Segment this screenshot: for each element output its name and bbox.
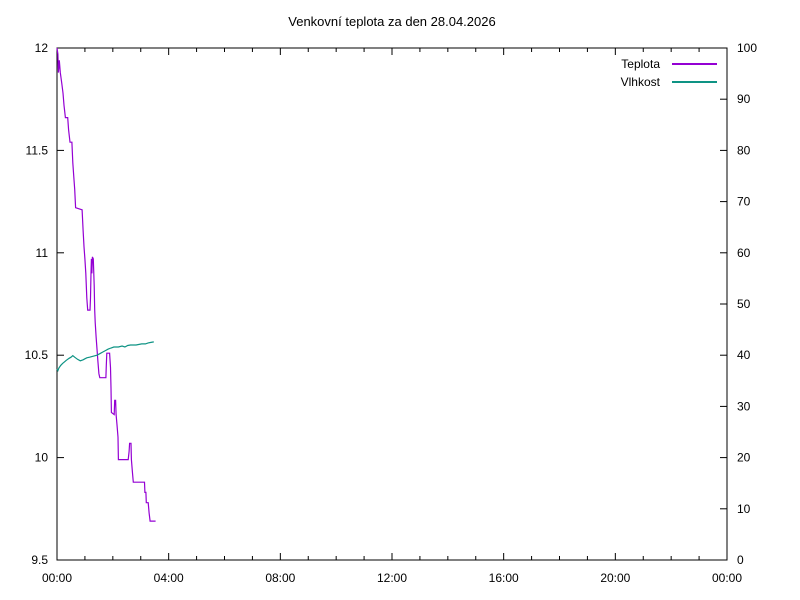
svg-text:20:00: 20:00 xyxy=(600,571,630,585)
svg-text:80: 80 xyxy=(737,143,751,157)
legend-item-vlhkost: Vlhkost xyxy=(621,73,717,91)
svg-text:11: 11 xyxy=(36,246,49,260)
legend-label-teplota: Teplota xyxy=(621,57,660,71)
svg-text:60: 60 xyxy=(737,246,751,260)
svg-text:30: 30 xyxy=(737,399,751,413)
svg-text:10: 10 xyxy=(737,502,751,516)
svg-text:10: 10 xyxy=(35,451,49,465)
legend-item-teplota: Teplota xyxy=(621,55,717,73)
svg-text:40: 40 xyxy=(737,348,751,362)
svg-text:100: 100 xyxy=(737,41,757,55)
svg-text:08:00: 08:00 xyxy=(265,571,295,585)
legend-label-vlhkost: Vlhkost xyxy=(620,75,660,89)
svg-text:90: 90 xyxy=(737,92,751,106)
chart-title: Venkovní teplota za den 28.04.2026 xyxy=(288,14,496,29)
svg-text:11.5: 11.5 xyxy=(26,143,49,157)
svg-text:50: 50 xyxy=(737,297,751,311)
svg-text:20: 20 xyxy=(737,451,751,465)
svg-text:16:00: 16:00 xyxy=(489,571,519,585)
svg-text:70: 70 xyxy=(737,195,751,209)
legend-line-sample-teplota xyxy=(672,63,717,65)
legend: Teplota Vlhkost xyxy=(621,55,717,91)
svg-text:0: 0 xyxy=(737,553,744,567)
svg-text:9.5: 9.5 xyxy=(31,553,48,567)
svg-text:04:00: 04:00 xyxy=(154,571,184,585)
svg-text:10.5: 10.5 xyxy=(25,348,49,362)
svg-text:12:00: 12:00 xyxy=(377,571,407,585)
legend-line-sample-vlhkost xyxy=(672,81,717,83)
svg-text:00:00: 00:00 xyxy=(42,571,72,585)
svg-text:00:00: 00:00 xyxy=(712,571,742,585)
svg-text:12: 12 xyxy=(35,41,49,55)
